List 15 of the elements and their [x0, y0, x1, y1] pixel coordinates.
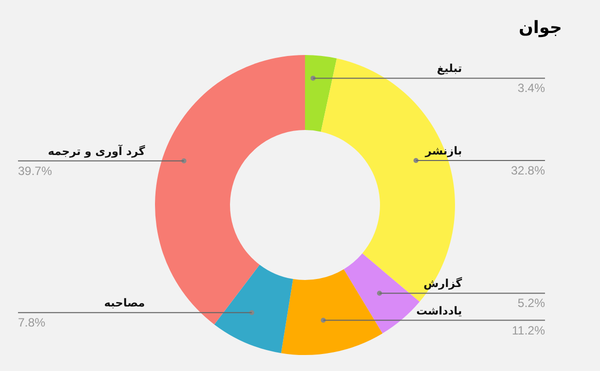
- data-label: 39.7%: [18, 164, 52, 178]
- chart-title: جوان: [518, 18, 562, 38]
- data-label: 32.8%: [510, 164, 546, 178]
- slice-label: گرد آوری و ترجمه: [48, 144, 146, 158]
- data-label: 11.2%: [512, 323, 546, 338]
- donut-slice: [305, 55, 337, 132]
- donut-slice: [155, 55, 305, 324]
- slice-label: تبلیغ: [436, 62, 462, 76]
- data-label: 7.8%: [18, 316, 46, 330]
- donut-slice: [214, 264, 294, 354]
- data-label: 3.4%: [518, 81, 546, 96]
- slice-label: یادداشت: [416, 304, 462, 318]
- slice-label: مصاحبه: [104, 296, 145, 310]
- data-label: 5.2%: [518, 296, 546, 310]
- donut-slice: [281, 269, 382, 355]
